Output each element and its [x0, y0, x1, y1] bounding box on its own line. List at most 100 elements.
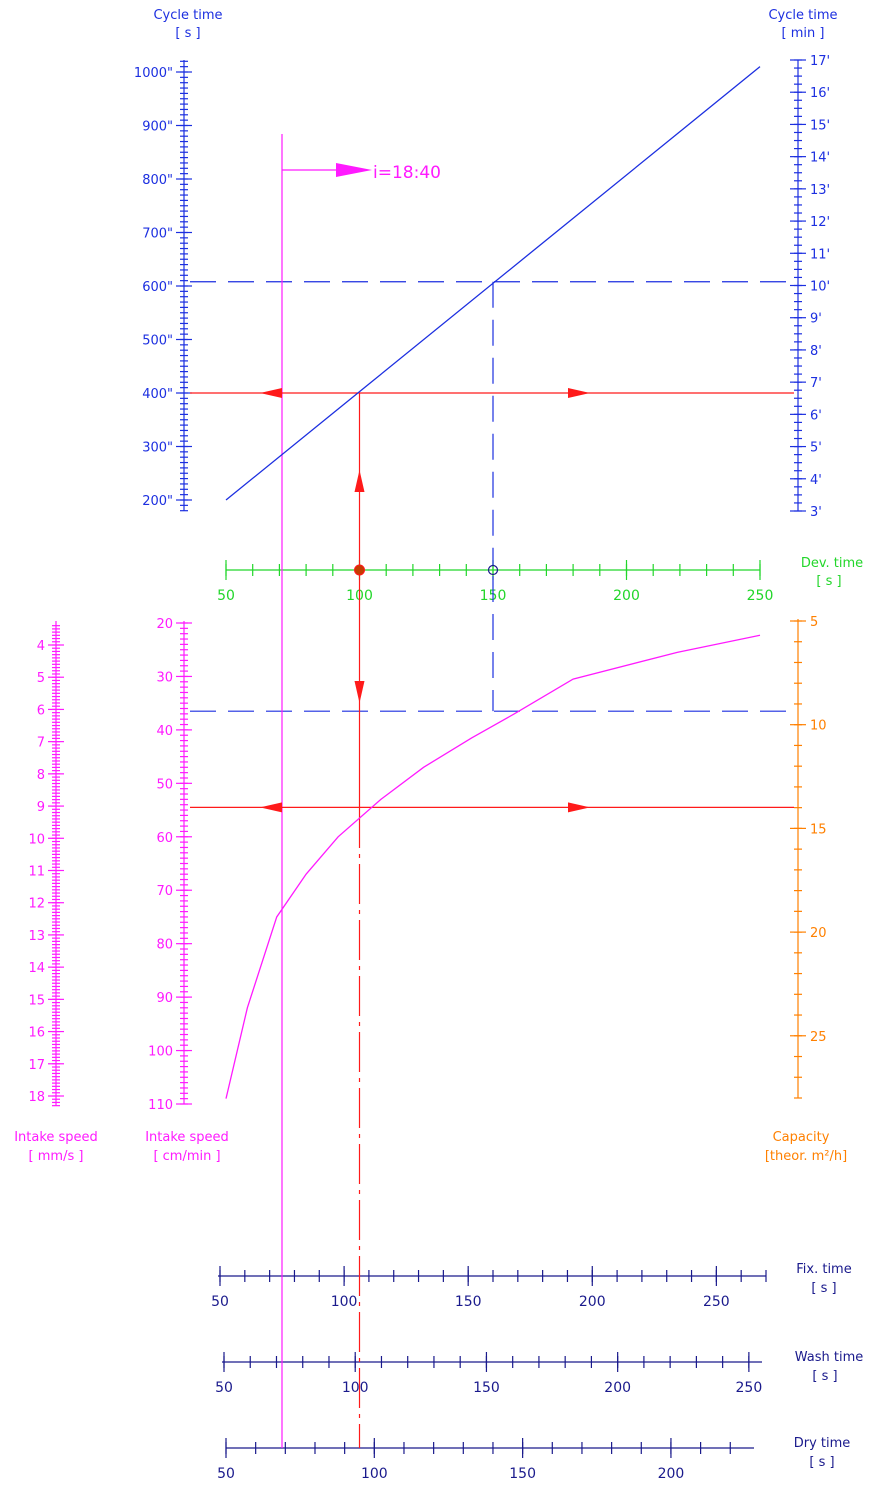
- intake-speed-mm-axis-tick-label: 16: [28, 1026, 45, 1041]
- fix-time-axis-tick-label: 250: [703, 1294, 730, 1310]
- cycle-time-s-axis-tick-label: 300": [142, 441, 173, 456]
- cycle-time-s-axis-tick-label: 400": [142, 387, 173, 402]
- cycle-reading-right-arrow: [568, 388, 590, 398]
- axes-layer: 200" 300" 400" 500" 600" 700" 800" 900" 1000" 3' 4…: [28, 54, 830, 1482]
- cycle-time-min-axis-tick-label: 17': [810, 54, 830, 69]
- cycle-time-min-axis-tick-label: 8': [810, 344, 822, 359]
- capacity-axis: 5 10 15 20 25: [790, 615, 827, 1099]
- cycle-time-s-axis-tick-label: 900": [142, 120, 173, 135]
- capacity-axis-tick-label: 10: [810, 719, 827, 734]
- wash-time-axis-tick-label: 250: [736, 1380, 763, 1396]
- dev-time-unit: [ s ]: [816, 574, 841, 589]
- fix-time-axis-tick-label: 50: [211, 1294, 229, 1310]
- cycle-time-min-axis-tick-label: 12': [810, 215, 830, 230]
- fix-time-unit: [ s ]: [811, 1281, 836, 1296]
- dry-time-axis-tick-label: 100: [361, 1466, 388, 1482]
- fix-time-title: Fix. time: [796, 1262, 851, 1277]
- dry-time-axis: 50 100 150 200: [217, 1438, 754, 1482]
- cycle-time-min-axis-tick-label: 13': [810, 183, 830, 198]
- capacity-unit: [theor. m²/h]: [765, 1149, 847, 1164]
- cycle-time-line-series: [225, 66, 761, 501]
- cycle-time-min-axis-tick-label: 10': [810, 280, 830, 295]
- intake-speed-mm-axis: 4 5 6 7 8 9 10 11 12 13 14 15 16 17 18: [28, 621, 64, 1107]
- cycle-time-min-axis-tick-label: 11': [810, 247, 830, 262]
- dev-time-axis: 50 100 150 200 250: [217, 560, 773, 604]
- intake-speed-mm-axis-tick-label: 13: [28, 929, 45, 944]
- cycle-time-s-axis-tick-label: 600": [142, 280, 173, 295]
- markers-layer: [260, 388, 590, 813]
- wash-time-axis-tick-label: 100: [342, 1380, 369, 1396]
- intake-speed-cm-axis-tick-label: 110: [148, 1098, 173, 1113]
- intake-speed-cm-axis-tick-label: 60: [156, 831, 173, 846]
- capacity-axis-tick-label: 5: [810, 615, 818, 630]
- dev-reading-up-arrow: [354, 470, 365, 492]
- dev-time-axis-tick-label: 50: [217, 588, 235, 604]
- dry-time-title: Dry time: [794, 1436, 851, 1451]
- dry-time-axis-tick-label: 150: [509, 1466, 536, 1482]
- cycle-time-s-axis-tick-label: 700": [142, 227, 173, 242]
- cycle-time-s-axis: 200" 300" 400" 500" 600" 700" 800" 900" 1000": [134, 60, 192, 512]
- intake-speed-mm-axis-tick-label: 9: [37, 800, 45, 815]
- intake-speed-mm-axis-tick-label: 10: [28, 832, 45, 847]
- cycle-time-min-unit: [ min ]: [782, 26, 825, 41]
- intake-speed-mm-axis-tick-label: 17: [28, 1058, 45, 1073]
- cycle-reading-left-arrow: [260, 388, 282, 398]
- intake-speed-mm-axis-tick-label: 5: [37, 671, 45, 686]
- reading-lines-layer: [190, 134, 794, 1448]
- intake-speed-cm-axis-tick-label: 80: [156, 938, 173, 953]
- intake-speed-cm-axis-tick-label: 70: [156, 884, 173, 899]
- intake-speed-cm-axis-tick-label: 40: [156, 724, 173, 739]
- cycle-time-min-axis-tick-label: 16': [810, 86, 830, 101]
- intake-speed-mm-axis-tick-label: 6: [37, 703, 45, 718]
- cycle-time-min-axis-tick-label: 6': [810, 408, 822, 423]
- cycle-time-min-axis: 3' 4' 5' 6' 7' 8' 9' 10' 11' 12' 13' 14' 15' 16' 17': [790, 54, 830, 520]
- cycle-time-s-title: Cycle time: [153, 8, 222, 23]
- intake-reading-left-arrow: [260, 802, 282, 813]
- intake-speed-cm-unit: [ cm/min ]: [153, 1149, 220, 1164]
- cycle-time-s-axis-tick-label: 500": [142, 334, 173, 349]
- cycle-time-min-axis-tick-label: 4': [810, 473, 822, 488]
- wash-time-axis-tick-label: 50: [215, 1380, 233, 1396]
- intake-speed-curve-series: [225, 634, 761, 1099]
- wash-time-axis: 50 100 150 200 250: [215, 1352, 762, 1396]
- fix-time-axis-tick-label: 150: [455, 1294, 482, 1310]
- cycle-time-min-axis-tick-label: 14': [810, 151, 830, 166]
- cycle-time-min-title: Cycle time: [768, 8, 837, 23]
- ratio-pointer-arrowhead: [336, 163, 372, 177]
- fix-time-axis-tick-label: 200: [579, 1294, 606, 1310]
- intake-speed-mm-axis-tick-label: 12: [28, 897, 45, 912]
- wash-time-title: Wash time: [795, 1350, 864, 1365]
- capacity-title: Capacity: [773, 1130, 830, 1145]
- intake-speed-cm-axis-tick-label: 100: [148, 1045, 173, 1060]
- dev-reading-down-arrow: [354, 681, 365, 703]
- cycle-time-min-axis-tick-label: 5': [810, 441, 822, 456]
- cycle-time-min-axis-tick-label: 7': [810, 376, 822, 391]
- intake-speed-cm-axis-tick-label: 30: [156, 670, 173, 685]
- cycle-time-min-axis-tick-label: 3': [810, 505, 822, 520]
- intake-speed-mm-title: Intake speed: [14, 1130, 98, 1145]
- fix-time-axis: 50 100 150 200 250: [211, 1266, 767, 1310]
- capacity-axis-tick-label: 20: [810, 926, 827, 941]
- intake-speed-mm-unit: [ mm/s ]: [29, 1149, 84, 1164]
- intake-speed-cm-axis-tick-label: 50: [156, 777, 173, 792]
- cycle-time-min-axis-tick-label: 15': [810, 118, 830, 133]
- capacity-axis-tick-label: 25: [810, 1030, 827, 1045]
- cycle-time-s-axis-tick-label: 200": [142, 494, 173, 509]
- intake-speed-mm-axis-tick-label: 8: [37, 768, 45, 783]
- dev-time-title: Dev. time: [801, 556, 863, 571]
- intake-speed-mm-axis-tick-label: 7: [37, 736, 45, 751]
- intake-speed-mm-axis-tick-label: 18: [28, 1090, 45, 1105]
- intake-speed-cm-axis: 20 30 40 50 60 70 80 90 100 110: [148, 617, 192, 1113]
- wash-time-unit: [ s ]: [812, 1369, 837, 1384]
- wash-time-axis-tick-label: 150: [473, 1380, 500, 1396]
- intake-speed-mm-axis-tick-label: 14: [28, 961, 45, 976]
- cycle-time-min-axis-tick-label: 9': [810, 312, 822, 327]
- intake-speed-cm-title: Intake speed: [145, 1130, 229, 1145]
- fix-time-axis-tick-label: 100: [331, 1294, 358, 1310]
- intake-reading-right-arrow: [568, 802, 590, 813]
- dev-time-150-marker: [487, 564, 499, 576]
- dev-time-100-marker: [354, 564, 365, 576]
- dev-time-axis-tick-label: 200: [613, 588, 640, 604]
- dry-time-axis-tick-label: 200: [658, 1466, 685, 1482]
